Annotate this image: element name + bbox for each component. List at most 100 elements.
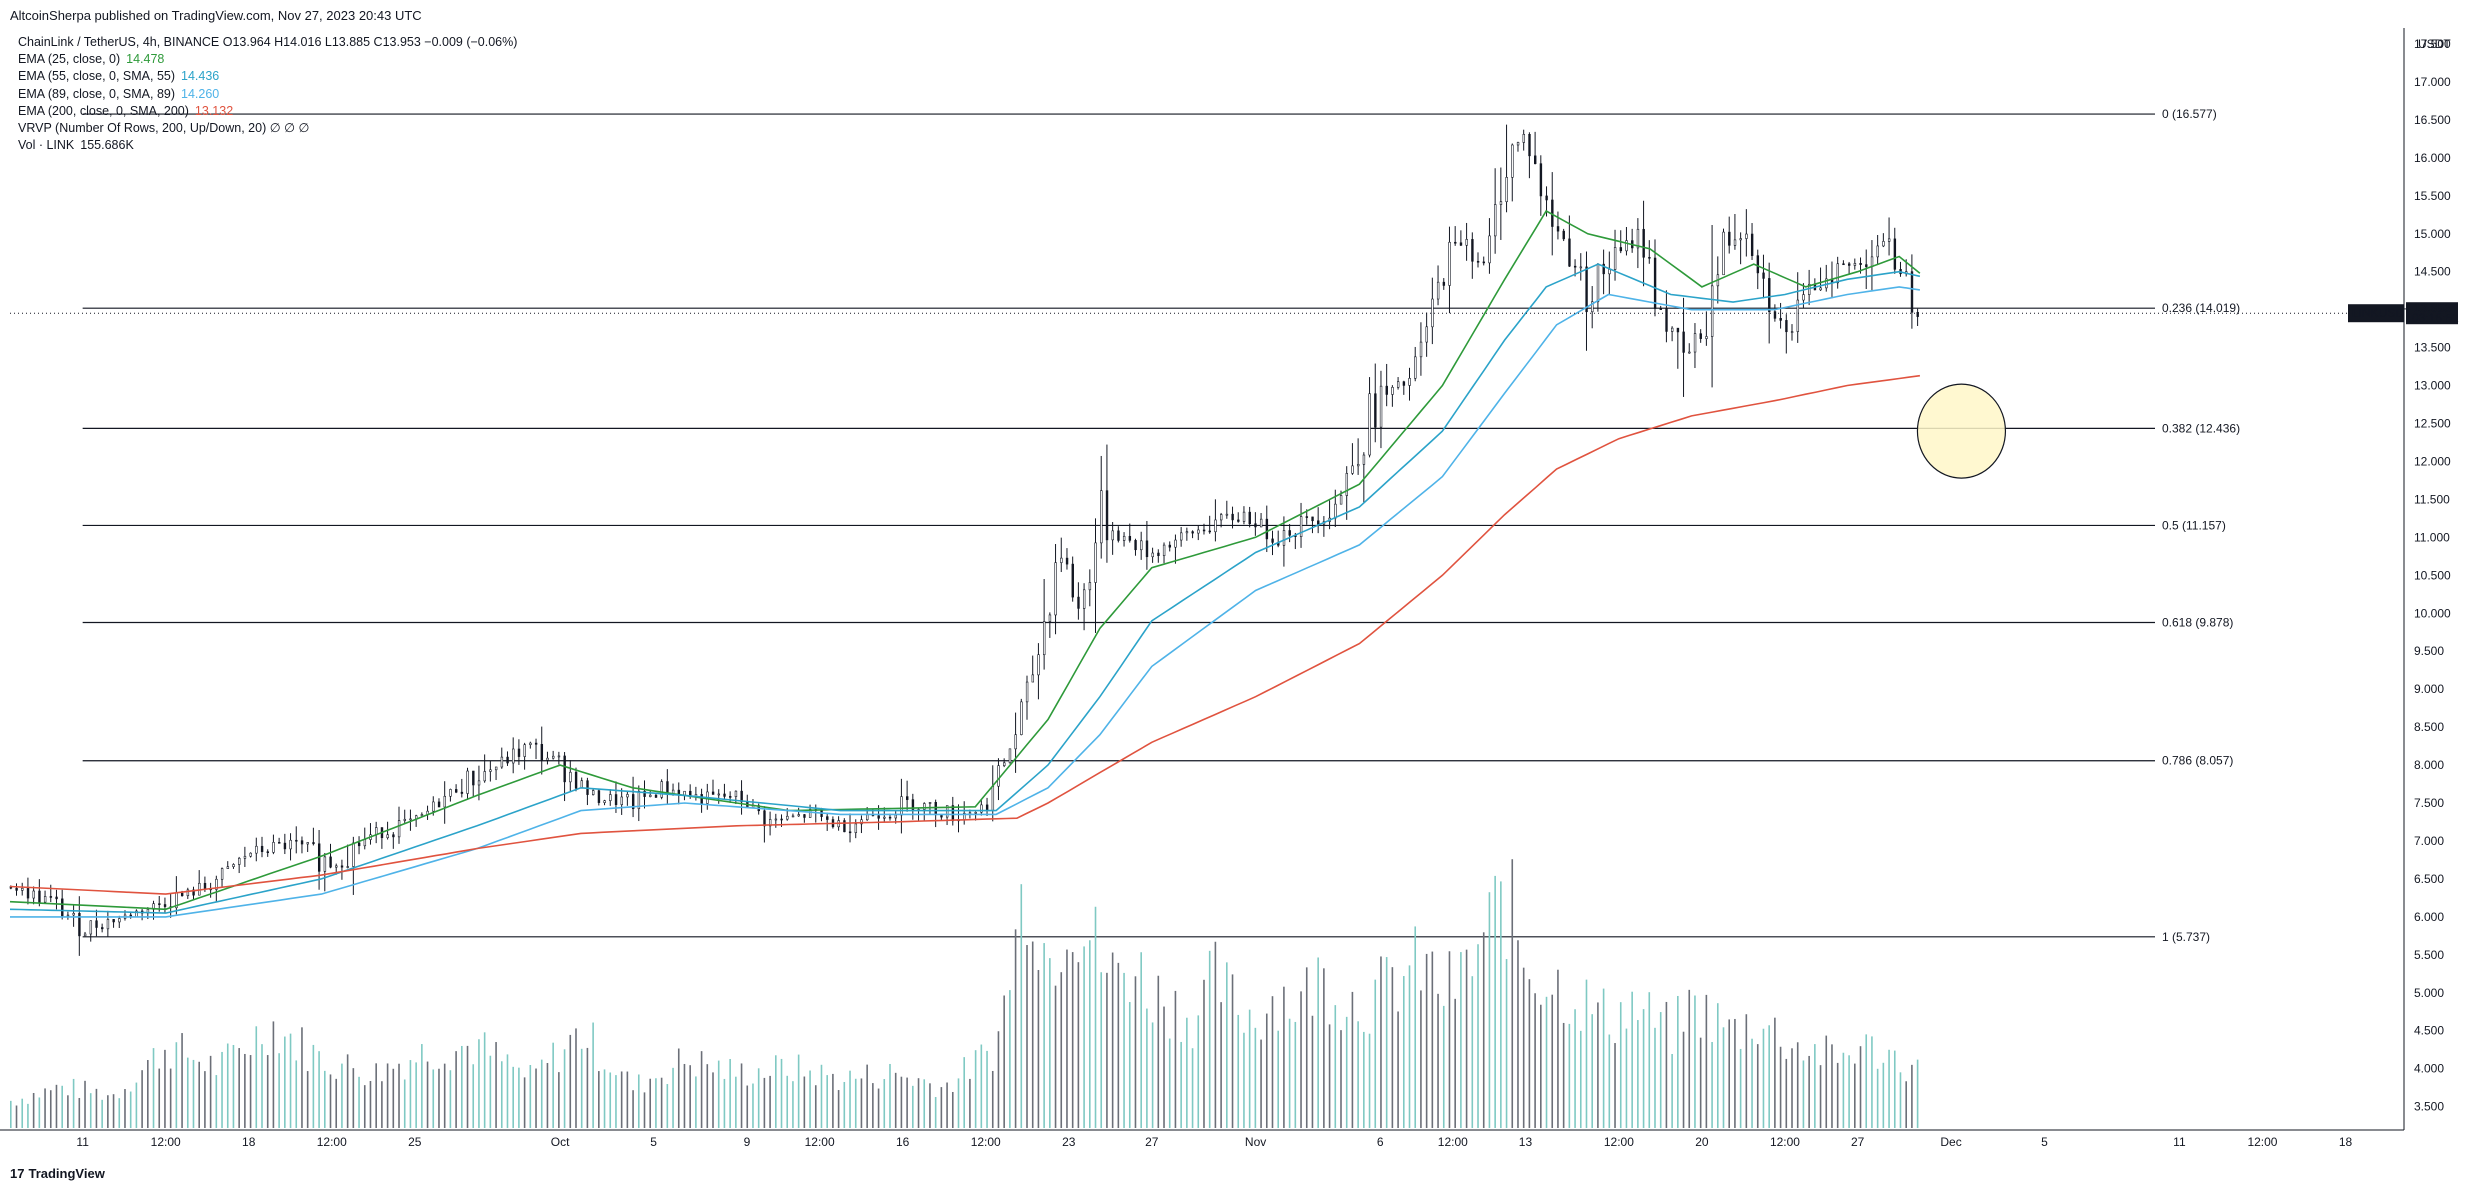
candle-body [1779, 318, 1782, 321]
annotation-circle [1916, 383, 2007, 479]
candle-body [1128, 535, 1132, 541]
price-tick-label: 14.500 [2414, 265, 2451, 279]
volume-bar [261, 1044, 263, 1128]
price-tick-label: 15.500 [2414, 189, 2451, 203]
price-tick-label: 17.000 [2414, 75, 2451, 89]
legend-ema200[interactable]: EMA (200, close, 0, SMA, 200) 13.132 [18, 103, 517, 120]
volume-bar [1151, 1022, 1154, 1128]
candle-body [1865, 264, 1868, 268]
volume-bar [489, 1055, 492, 1128]
volume-bar [626, 1071, 629, 1128]
volume-bar [1471, 976, 1474, 1128]
legend-vrvp[interactable]: VRVP (Number Of Rows, 200, Up/Down, 20) … [18, 120, 517, 137]
legend-ema55[interactable]: EMA (55, close, 0, SMA, 55) 14.436 [18, 68, 517, 85]
volume-bar [198, 1061, 200, 1128]
price-tick-label: 4.000 [2414, 1062, 2444, 1076]
candle-body [266, 851, 270, 854]
legend-value: 155.686K [80, 138, 134, 153]
volume-bar [1528, 979, 1531, 1128]
volume-bar [883, 1079, 886, 1128]
legend-ema25[interactable]: EMA (25, close, 0) 14.478 [18, 51, 517, 68]
candle-body [432, 801, 435, 812]
ema-line [9, 209, 1921, 911]
candle-body [1043, 621, 1046, 656]
candle-body [768, 819, 772, 827]
candle-body [1750, 233, 1754, 256]
fib-retracement: 0 (16.577) 0.236 (14.019) 0.382 (12.436) 0.… [82, 107, 2240, 944]
candle-body [700, 794, 703, 804]
candle-body [1522, 134, 1525, 143]
candle-body [1762, 272, 1765, 279]
volume-bar [1465, 949, 1468, 1128]
volume-bar [1819, 1065, 1822, 1128]
volume-bar [295, 1060, 298, 1128]
volume-bar [21, 1098, 24, 1128]
candle-body [506, 756, 509, 764]
volume-bar [1049, 958, 1051, 1128]
time-tick-label: 12:00 [2247, 1135, 2277, 1149]
candle-body [1591, 301, 1594, 313]
price-tick-label: 6.000 [2414, 910, 2444, 924]
time-tick-label: 5 [650, 1135, 657, 1149]
volume-bar [552, 1042, 554, 1128]
candle-body [1625, 240, 1628, 252]
volume-bar [449, 1070, 452, 1128]
volume-bar [1751, 1038, 1753, 1128]
volume-bar [735, 1076, 737, 1128]
candle-body [1534, 155, 1537, 164]
volume-bar [1134, 976, 1137, 1128]
volume-bar [1716, 1003, 1719, 1128]
candle-body [1345, 473, 1349, 496]
candle-body [843, 820, 846, 833]
volume-bar [763, 1077, 766, 1128]
candle-body [403, 818, 407, 821]
volume-bar [512, 1066, 514, 1128]
candle-body [1065, 557, 1069, 565]
ema-line [10, 286, 1921, 918]
legend-ema89[interactable]: EMA (89, close, 0, SMA, 89) 14.260 [18, 86, 517, 103]
volume-bar [757, 1068, 760, 1128]
legend-volume[interactable]: Vol · LINK 155.686K [18, 137, 517, 154]
candle-body [574, 771, 578, 789]
candle-body [1402, 381, 1406, 386]
symbol-badge [2348, 304, 2404, 323]
candle-body [774, 818, 778, 821]
legend-value: 14.436 [181, 69, 220, 84]
candle-body [357, 842, 361, 847]
candle-body [1414, 356, 1417, 379]
volume-bar [1191, 1048, 1194, 1128]
candle-body [894, 814, 897, 819]
volume-bar [466, 1045, 469, 1128]
candle-body [1579, 266, 1583, 269]
volume-bar [10, 1100, 12, 1128]
volume-bar [1083, 946, 1085, 1128]
volume-bar [318, 1051, 320, 1128]
volume-bar [1368, 1033, 1371, 1128]
candle-body [1334, 503, 1337, 519]
volume-bar [495, 1042, 497, 1128]
volume-bar [284, 1036, 286, 1128]
candle-body [220, 868, 224, 880]
candle-body [260, 845, 264, 853]
volume-bar [889, 1063, 891, 1128]
price-tick-label: 7.000 [2414, 834, 2444, 848]
tradingview-brand[interactable]: 17 TradingView [10, 1166, 105, 1181]
volume-bar [929, 1083, 931, 1128]
candle-body [1602, 263, 1605, 275]
volume-bar [1694, 995, 1696, 1128]
volume-bar [1814, 1044, 1816, 1128]
volume-bar [1482, 932, 1485, 1128]
volume-bar [1186, 1017, 1188, 1128]
volume-bar [1208, 950, 1211, 1128]
volume-bar [1534, 993, 1536, 1128]
candle-body [1671, 327, 1674, 332]
candle-body [786, 815, 789, 820]
fib-level-label: 1 (5.737) [2162, 930, 2210, 944]
legend-value: 14.478 [126, 52, 165, 67]
candle-body [626, 794, 629, 798]
price-tick-label: 6.500 [2414, 872, 2444, 886]
volume-bar [546, 1062, 549, 1128]
time-tick-label: 23 [1062, 1135, 1076, 1149]
candle-body [1893, 238, 1897, 270]
